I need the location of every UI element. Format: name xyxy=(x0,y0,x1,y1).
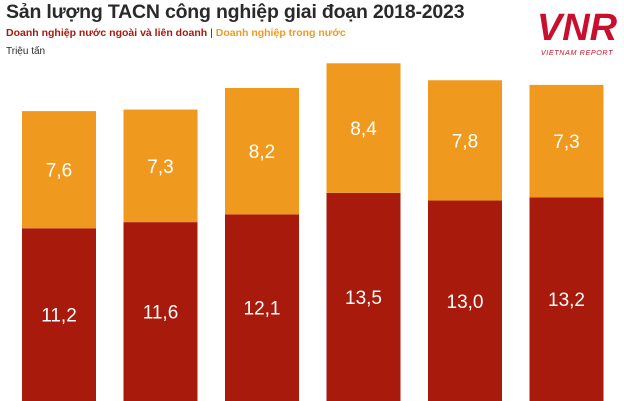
bar-foreign-0 xyxy=(22,228,96,401)
legend-separator: | xyxy=(207,27,216,39)
data-label-domestic-2: 8,2 xyxy=(249,142,275,163)
bar-domestic-4 xyxy=(428,80,502,201)
logo-mark: VNR xyxy=(537,7,618,49)
bar-domestic-1 xyxy=(123,109,198,223)
legend-foreign: Doanh nghiệp nước ngoài và liên doanh xyxy=(6,27,208,39)
bar-foreign-4 xyxy=(428,200,502,401)
legend: Doanh nghiệp nước ngoài và liên doanh | … xyxy=(6,27,346,39)
data-label-foreign-1: 11,6 xyxy=(143,303,179,324)
chart-title: Sản lượng TACN công nghiệp giai đoạn 201… xyxy=(6,1,465,23)
logo-tagline: VIETNAM REPORT xyxy=(541,48,613,57)
legend-domestic: Doanh nghiệp trong nước xyxy=(215,27,346,39)
bar-foreign-5 xyxy=(529,197,604,401)
bar-domestic-0 xyxy=(22,111,96,229)
data-label-foreign-2: 12,1 xyxy=(244,299,281,320)
data-label-foreign-4: 13,0 xyxy=(447,292,484,313)
data-label-foreign-3: 13,5 xyxy=(345,288,382,309)
bar-domestic-5 xyxy=(529,84,604,198)
bar-domestic-2 xyxy=(225,87,299,215)
data-label-foreign-5: 13,2 xyxy=(548,290,585,311)
data-label-domestic-1: 7,3 xyxy=(147,157,173,178)
bar-foreign-1 xyxy=(123,222,198,401)
data-label-domestic-3: 8,4 xyxy=(350,119,377,140)
data-label-foreign-0: 11,2 xyxy=(41,306,77,327)
bar-foreign-3 xyxy=(326,192,401,401)
vietnam-report-logo: VNR VIETNAM REPORT xyxy=(537,7,618,57)
y-unit-label: Triệu tấn xyxy=(6,46,46,57)
bar-foreign-2 xyxy=(225,214,299,401)
data-label-domestic-4: 7,8 xyxy=(452,131,478,152)
data-label-domestic-5: 7,3 xyxy=(553,132,579,153)
data-label-domestic-0: 7,6 xyxy=(46,161,72,182)
bar-domestic-3 xyxy=(326,63,401,193)
